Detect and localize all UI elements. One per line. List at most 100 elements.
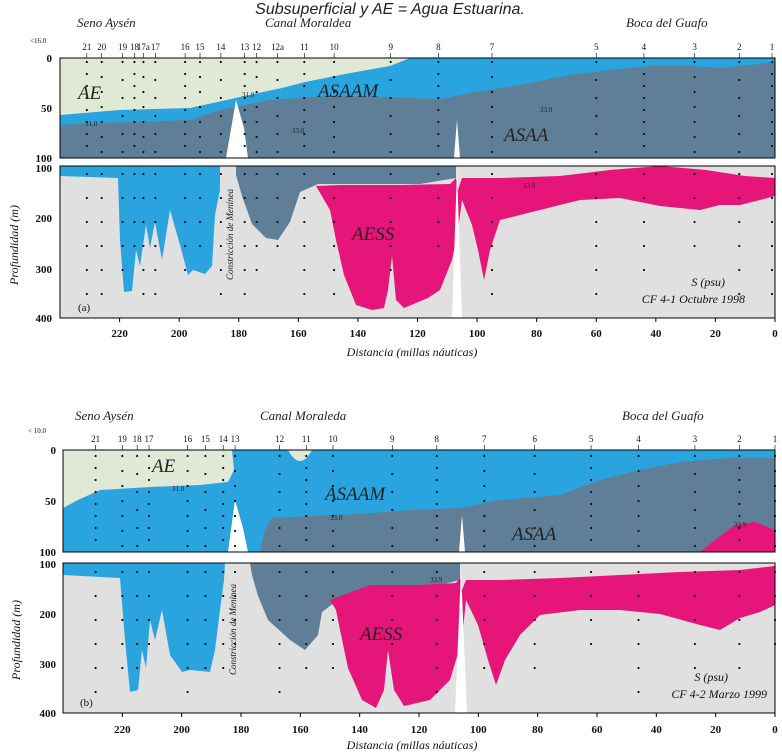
- sample-point: [533, 472, 536, 476]
- sample-point: [490, 268, 494, 272]
- sample-point: [303, 108, 306, 112]
- sample-point: [595, 114, 598, 118]
- sample-point: [589, 570, 593, 574]
- sample-point: [693, 454, 697, 458]
- sample-point: [490, 150, 494, 154]
- isohaline-a-2: 33.0: [540, 106, 553, 114]
- sample-point: [184, 144, 187, 148]
- sample-point: [142, 172, 145, 176]
- sample-point: [642, 172, 646, 176]
- sample-point: [121, 484, 124, 488]
- sample-point: [693, 90, 696, 94]
- sample-point: [219, 132, 222, 136]
- x-tick-label: 180: [233, 724, 250, 736]
- sample-point: [305, 478, 308, 482]
- sample-point: [184, 120, 187, 124]
- sample-point: [147, 594, 151, 598]
- x-tick-label: 160: [292, 724, 309, 736]
- sample-point: [332, 172, 336, 176]
- sample-point: [222, 514, 225, 518]
- sample-point: [94, 594, 97, 598]
- sample-point: [770, 120, 774, 124]
- sample-point: [435, 690, 438, 694]
- sample-point: [533, 544, 536, 548]
- sample-point: [133, 172, 136, 176]
- sample-point: [738, 244, 741, 248]
- sample-point: [637, 484, 640, 488]
- sample-point: [693, 642, 697, 646]
- sample-point: [133, 220, 136, 224]
- sample-point: [94, 502, 97, 506]
- sample-point: [278, 618, 281, 622]
- sample-point: [770, 292, 774, 296]
- sample-point: [85, 96, 88, 100]
- sample-point: [222, 642, 225, 646]
- ytick-b-300: 300: [40, 659, 57, 671]
- station-label: 13: [231, 434, 241, 444]
- sample-point: [142, 244, 145, 248]
- sample-point: [331, 544, 335, 548]
- sample-point: [490, 220, 494, 224]
- sample-point: [642, 120, 646, 124]
- station-label: 17: [151, 42, 161, 52]
- sample-point: [85, 292, 88, 296]
- constriction-label-a: Constricción de Meninea: [225, 189, 235, 280]
- sample-point: [533, 618, 536, 622]
- sample-point: [533, 666, 536, 670]
- sample-point: [332, 268, 336, 272]
- sample-point: [278, 594, 281, 598]
- sample-point: [278, 526, 281, 530]
- sample-point: [142, 60, 145, 64]
- sample-point: [483, 618, 486, 622]
- label-aess-a: AESS: [350, 224, 395, 245]
- sample-point: [243, 96, 246, 100]
- sample-point: [243, 244, 246, 248]
- sample-point: [637, 570, 640, 574]
- sample-point: [305, 502, 308, 506]
- sample-point: [255, 135, 258, 139]
- sample-point: [332, 196, 336, 200]
- station-label: 16: [183, 434, 193, 444]
- sample-point: [255, 75, 258, 79]
- station-label: 1: [773, 434, 778, 444]
- station-label: 18: [130, 42, 140, 52]
- sample-point: [219, 78, 222, 82]
- sample-point: [136, 666, 139, 670]
- sample-point: [332, 60, 336, 64]
- ae-patch-b: [288, 450, 312, 461]
- sample-point: [589, 514, 593, 518]
- sample-point: [243, 108, 246, 112]
- sample-point: [222, 466, 225, 470]
- sample-point: [255, 244, 258, 248]
- sample-point: [693, 508, 697, 512]
- sample-point: [147, 454, 151, 458]
- asaa-deep-a: [236, 166, 456, 240]
- sample-point: [121, 60, 124, 64]
- sample-point: [637, 690, 640, 694]
- sample-point: [303, 268, 306, 272]
- sill-spike-a: [454, 120, 460, 158]
- ytick-a-200: 200: [36, 213, 53, 225]
- sample-point: [533, 526, 536, 530]
- sample-point: [133, 196, 136, 200]
- sample-point: [85, 84, 88, 88]
- sample-point: [305, 618, 308, 622]
- isohaline-a-5: 33.0: [292, 127, 305, 135]
- sample-point: [435, 642, 438, 646]
- x-tick-label: 40: [650, 328, 662, 340]
- label-ae-b: AE: [150, 456, 176, 477]
- asaa-deep-b: [250, 563, 460, 650]
- sample-point: [595, 78, 598, 82]
- sample-point: [642, 60, 646, 64]
- sample-point: [154, 150, 157, 154]
- sample-point: [738, 618, 741, 622]
- sill-spike-lower-a: [452, 170, 462, 318]
- sample-point: [693, 544, 697, 548]
- sample-point: [693, 666, 697, 670]
- xlabel-b: Distancia (millas náuticas): [346, 738, 478, 752]
- sample-point: [198, 120, 202, 124]
- sample-point: [154, 172, 157, 176]
- sample-point: [243, 60, 246, 64]
- panel-b: Seno Aysén Canal Moraleda Boca del Guafo…: [9, 408, 778, 752]
- sample-point: [435, 594, 438, 598]
